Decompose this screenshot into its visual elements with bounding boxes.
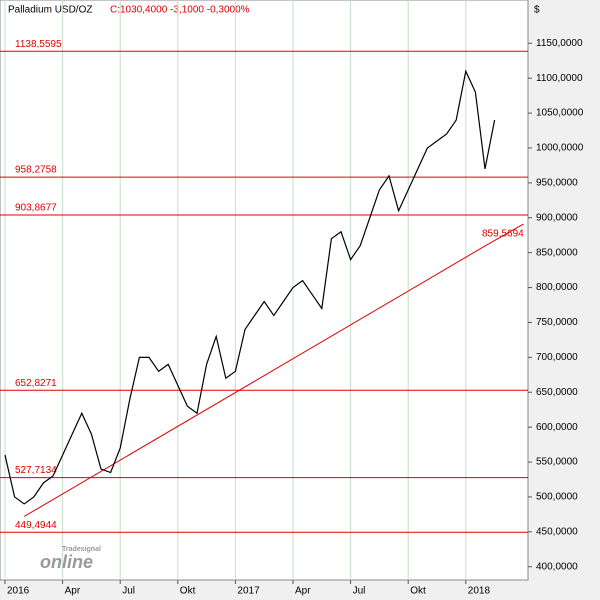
level-label: 1138,5595 xyxy=(15,39,62,50)
level-label: 958,2758 xyxy=(15,165,57,176)
level-label: 527,7134 xyxy=(15,465,57,476)
level-label: 652,8271 xyxy=(15,378,57,389)
chart-title: Palladium USD/OZ xyxy=(8,5,92,16)
x-tick-label: Apr xyxy=(295,586,311,597)
y-tick-label: 450,0000 xyxy=(536,526,578,537)
price-line xyxy=(4,69,496,505)
y-tick-label: 1050,0000 xyxy=(536,108,584,119)
logo: Tradesignal online xyxy=(40,546,101,572)
x-tick-label: 2018 xyxy=(468,586,491,597)
logo-big: online xyxy=(40,552,93,572)
level-label: 903,8677 xyxy=(15,203,57,214)
y-tick-label: 550,0000 xyxy=(536,457,578,468)
level-label: 449,4944 xyxy=(15,520,57,531)
trend-line xyxy=(23,223,524,517)
y-tick-label: 700,0000 xyxy=(536,352,578,363)
currency-label: $ xyxy=(534,5,540,16)
x-tick-label: Okt xyxy=(180,586,196,597)
y-tick-label: 1000,0000 xyxy=(536,143,584,154)
plot-area xyxy=(0,0,529,581)
y-tick-label: 650,0000 xyxy=(536,387,578,398)
y-tick-label: 800,0000 xyxy=(536,282,578,293)
logo-small: Tradesignal xyxy=(62,546,101,553)
y-tick-label: 400,0000 xyxy=(536,561,578,572)
y-tick-label: 750,0000 xyxy=(536,317,578,328)
y-tick-label: 950,0000 xyxy=(536,178,578,189)
x-tick-label: Apr xyxy=(65,586,81,597)
y-tick-label: 500,0000 xyxy=(536,492,578,503)
x-tick-label: Okt xyxy=(410,586,426,597)
y-tick-label: 850,0000 xyxy=(536,247,578,258)
x-tick-label: Jul xyxy=(353,586,366,597)
y-tick-label: 600,0000 xyxy=(536,422,578,433)
chart-subtitle: C:1030,4000 -3,1000 -0,3000% xyxy=(110,5,250,16)
trend-label: 859,5694 xyxy=(482,229,524,240)
x-tick-label: 2017 xyxy=(237,586,260,597)
y-tick-label: 900,0000 xyxy=(536,212,578,223)
x-tick-label: 2016 xyxy=(7,586,30,597)
y-tick-label: 1150,0000 xyxy=(536,38,583,49)
x-tick-label: Jul xyxy=(122,586,135,597)
y-tick-label: 1100,0000 xyxy=(536,73,583,84)
